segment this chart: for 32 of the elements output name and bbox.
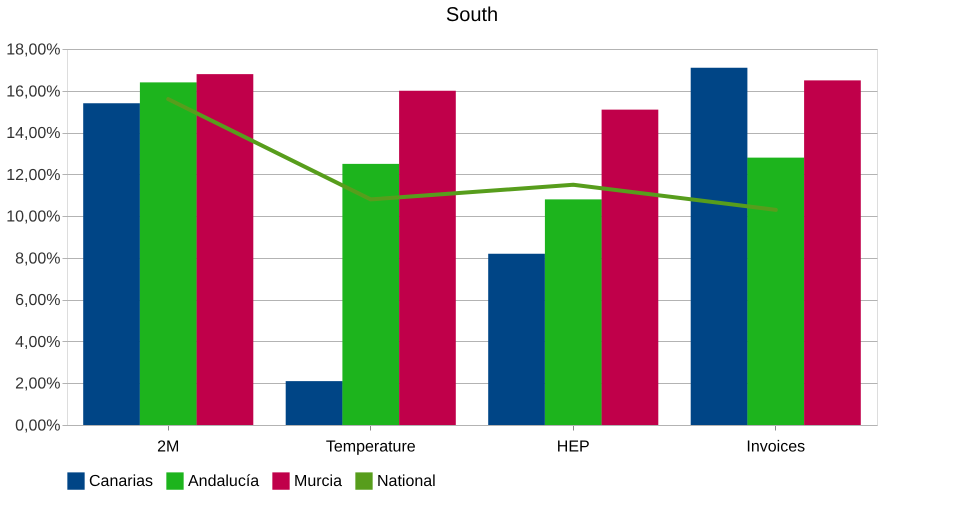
- y-tick-label: 8,00%: [15, 250, 60, 268]
- x-tick-label: 2M: [157, 438, 180, 456]
- y-tick-label: 2,00%: [15, 376, 60, 393]
- bar: [804, 80, 861, 425]
- y-tick-label: 16,00%: [6, 83, 60, 100]
- bar: [690, 68, 748, 425]
- chart-title: South: [446, 4, 498, 26]
- legend-label: Andalucía: [188, 473, 260, 490]
- bar: [544, 199, 602, 425]
- legend-label: National: [377, 473, 436, 490]
- y-tick-label: 0,00%: [15, 418, 60, 434]
- y-tick-label: 14,00%: [6, 125, 60, 142]
- legend-label: Murcia: [294, 473, 342, 490]
- bar: [488, 254, 545, 425]
- line-series: [166, 97, 778, 212]
- bar: [747, 158, 804, 425]
- bar: [140, 82, 197, 425]
- legend-label: Canarias: [89, 473, 154, 490]
- x-tick-label: Invoices: [746, 438, 806, 456]
- bar: [342, 164, 400, 425]
- bar: [196, 74, 254, 425]
- y-tick-label: 6,00%: [15, 292, 60, 310]
- bar: [602, 110, 658, 425]
- y-tick-label: 4,00%: [15, 334, 60, 351]
- y-tick-label: 18,00%: [6, 42, 60, 58]
- x-tick-label: Temperature: [326, 438, 416, 456]
- y-tick-label: 10,00%: [6, 208, 60, 226]
- x-tick-label: HEP: [556, 438, 590, 456]
- y-tick-label: 12,00%: [6, 166, 60, 184]
- bar: [83, 103, 140, 425]
- bar: [399, 90, 456, 425]
- bar: [286, 381, 342, 425]
